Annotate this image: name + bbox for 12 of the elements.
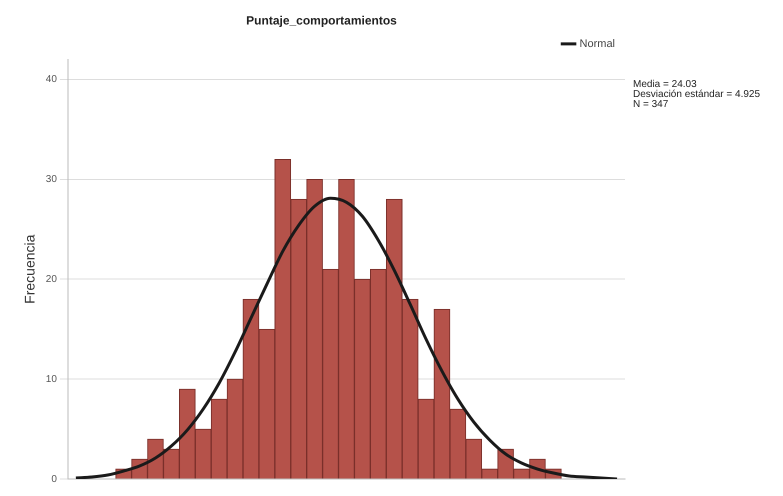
y-tick-label: 0: [51, 474, 58, 485]
y-tick-label: 40: [46, 74, 58, 86]
y-axis-title: Frecuencia: [21, 234, 38, 304]
text: Desviación estándar = 4.925: [633, 89, 760, 100]
line-series: [74, 196, 619, 479]
chart-title: Puntaje_comportamientos: [246, 14, 398, 28]
y-tick-label: 30: [46, 174, 58, 186]
y-tick-label: 20: [46, 274, 58, 285]
legend-label: Normal: [580, 38, 616, 50]
y-tick-label: 10: [46, 374, 58, 385]
text: Media = 24.03: [633, 79, 698, 90]
text: N = 347: [633, 99, 669, 110]
